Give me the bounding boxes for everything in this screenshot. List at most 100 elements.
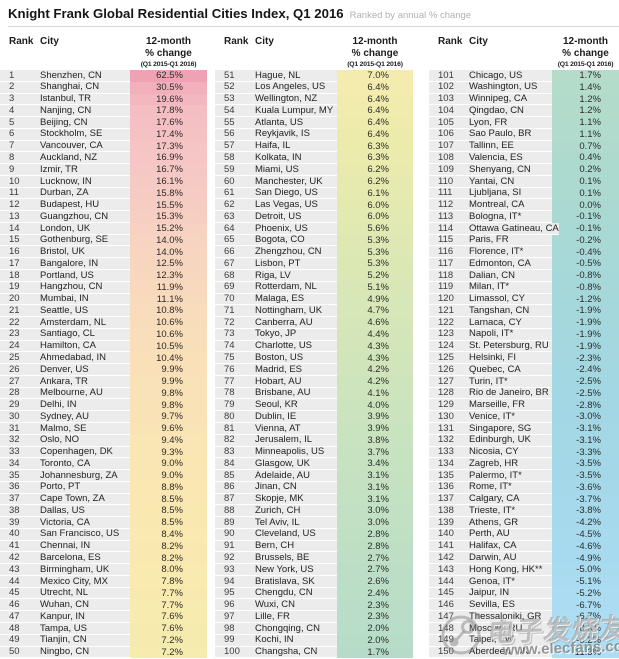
- city-cell: Portland, US: [40, 270, 94, 281]
- row-left-cells: 22 Amsterdam, NL: [0, 317, 130, 329]
- table-row: 111 Ljubljana, SI 0.1%: [429, 187, 619, 200]
- table-row: 129 Marseille, FR -2.8%: [429, 399, 619, 412]
- city-cell: Kolkata, IN: [255, 152, 302, 163]
- city-cell: Quebec, CA: [469, 364, 521, 375]
- table-row: 103 Winnipeg, CA 1.2%: [429, 93, 619, 106]
- rank-cell: 3: [9, 93, 15, 105]
- city-cell: Seattle, US: [40, 305, 89, 316]
- row-left-cells: 21 Seattle, US: [0, 305, 130, 318]
- row-left-cells: 29 Delhi, IN: [0, 399, 130, 412]
- change-cell: 0.0%: [552, 199, 619, 212]
- table-row: 77 Hobart, AU 4.2%: [215, 375, 413, 388]
- table-row: 64 Phoenix, US 5.6%: [215, 222, 413, 235]
- table-row: 29 Delhi, IN 9.8%: [0, 399, 207, 412]
- change-cell: -3.7%: [552, 493, 619, 506]
- change-cell: 8.2%: [130, 552, 207, 565]
- row-left-cells: 135 Palermo, IT*: [429, 470, 552, 482]
- city-cell: Calgary, CA: [469, 494, 520, 504]
- rank-cell: 99: [224, 634, 235, 646]
- rank-cell: 40: [9, 528, 20, 540]
- city-cell: Winnipeg, CA: [469, 94, 528, 104]
- row-left-cells: 147 Thessaloniki, GR: [429, 611, 552, 623]
- city-cell: Delhi, IN: [40, 400, 77, 410]
- rank-cell: 69: [224, 281, 235, 293]
- city-cell: Larnaca, CY: [469, 317, 522, 328]
- column-header-change: 12-month% change (Q1 2015-Q1 2016): [337, 36, 413, 70]
- rank-cell: 119: [438, 281, 454, 293]
- change-cell: 19.6%: [130, 93, 207, 106]
- city-cell: Vancouver, CA: [40, 141, 103, 151]
- change-cell: 1.1%: [552, 117, 619, 129]
- change-cell: 3.1%: [337, 470, 413, 482]
- city-cell: Kanpur, IN: [40, 611, 85, 622]
- rank-cell: 62: [224, 199, 235, 211]
- table-row: 22 Amsterdam, NL 10.6%: [0, 317, 207, 329]
- row-left-cells: 112 Montreal, CA: [429, 199, 552, 212]
- table-row: 19 Hangzhou, CN 11.9%: [0, 281, 207, 294]
- rank-cell: 9: [9, 163, 15, 175]
- city-cell: Shenyang, CN: [469, 164, 531, 175]
- change-cell: -3.0%: [552, 411, 619, 423]
- city-cell: Chennai, IN: [40, 541, 91, 551]
- table-row: 101 Chicago, US 1.7%: [429, 70, 619, 82]
- city-cell: Boston, US: [255, 353, 304, 363]
- rank-cell: 73: [224, 328, 235, 340]
- row-left-cells: 118 Dalian, CN: [429, 270, 552, 282]
- row-left-cells: 75 Boston, US: [215, 352, 337, 365]
- rank-cell: 112: [438, 199, 454, 211]
- rank-cell: 150: [438, 646, 454, 658]
- change-cell: -3.5%: [552, 470, 619, 482]
- city-cell: Istanbul, TR: [40, 94, 92, 104]
- table-row: 25 Ahmedabad, IN 10.4%: [0, 352, 207, 365]
- city-cell: Manchester, UK: [255, 176, 323, 187]
- row-left-cells: 96 Wuxi, CN: [215, 599, 337, 612]
- change-cell: 10.5%: [130, 340, 207, 353]
- table-row: 75 Boston, US 4.3%: [215, 352, 413, 365]
- table-row: 120 Limassol, CY -1.2%: [429, 293, 619, 306]
- table-row: 24 Hamilton, CA 10.5%: [0, 340, 207, 353]
- row-left-cells: 92 Brussels, BE: [215, 552, 337, 565]
- city-cell: Dallas, US: [40, 505, 85, 516]
- table-row: 115 Paris, FR -0.2%: [429, 234, 619, 247]
- table-row: 121 Tangshan, CN -1.9%: [429, 305, 619, 318]
- rank-cell: 7: [9, 140, 15, 152]
- change-cell: 9.9%: [130, 375, 207, 388]
- table-row: 7 Vancouver, CA 17.3%: [0, 140, 207, 153]
- row-left-cells: 13 Guangzhou, CN: [0, 211, 130, 223]
- change-cell: -3.8%: [552, 505, 619, 518]
- city-cell: Barcelona, ES: [40, 553, 101, 563]
- row-left-cells: 86 Jinan, CN: [215, 481, 337, 494]
- row-left-cells: 111 Ljubljana, SI: [429, 187, 552, 200]
- change-cell: 8.5%: [130, 505, 207, 518]
- rank-cell: 90: [224, 528, 235, 540]
- change-cell: -3.6%: [552, 481, 619, 494]
- change-cell: -2.3%: [552, 352, 619, 365]
- city-cell: Hangzhou, CN: [40, 282, 103, 292]
- city-cell: Montreal, CA: [469, 200, 525, 210]
- city-cell: Athens, GR: [469, 517, 519, 528]
- rank-cell: 1: [9, 69, 15, 81]
- cities-index-table: Rank City 12-month% change (Q1 2015-Q1 2016…: [0, 30, 619, 659]
- row-left-cells: 80 Dublin, IE: [215, 411, 337, 423]
- rank-cell: 56: [224, 128, 235, 140]
- rank-cell: 129: [438, 399, 454, 411]
- change-cell: 7.8%: [130, 575, 207, 588]
- table-row: 143 Hong Kong, HK** -5.0%: [429, 564, 619, 576]
- table-row: 27 Ankara, TR 9.9%: [0, 375, 207, 388]
- change-cell: 3.0%: [337, 517, 413, 529]
- row-left-cells: 59 Miami, US: [215, 164, 337, 176]
- table-row: 38 Dallas, US 8.5%: [0, 505, 207, 518]
- city-cell: Wellington, NZ: [255, 94, 318, 104]
- city-cell: Malmo, SE: [40, 423, 87, 434]
- rank-cell: 33: [9, 446, 20, 458]
- change-cell: -4.9%: [552, 552, 619, 565]
- change-cell: 12.5%: [130, 258, 207, 271]
- titlebar: Knight Frank Global Residential Cities I…: [8, 5, 619, 23]
- table-row: 78 Brisbane, AU 4.1%: [215, 387, 413, 400]
- table-row: 134 Zagreb, HR -3.5%: [429, 458, 619, 471]
- table-row: 85 Adelaide, AU 3.1%: [215, 470, 413, 482]
- city-cell: Ottawa Gatineau, CA: [469, 223, 559, 234]
- city-cell: Yantai, CN: [469, 176, 515, 187]
- city-cell: St. Petersburg, RU: [469, 341, 549, 351]
- city-cell: Nanjing, CN: [40, 105, 92, 116]
